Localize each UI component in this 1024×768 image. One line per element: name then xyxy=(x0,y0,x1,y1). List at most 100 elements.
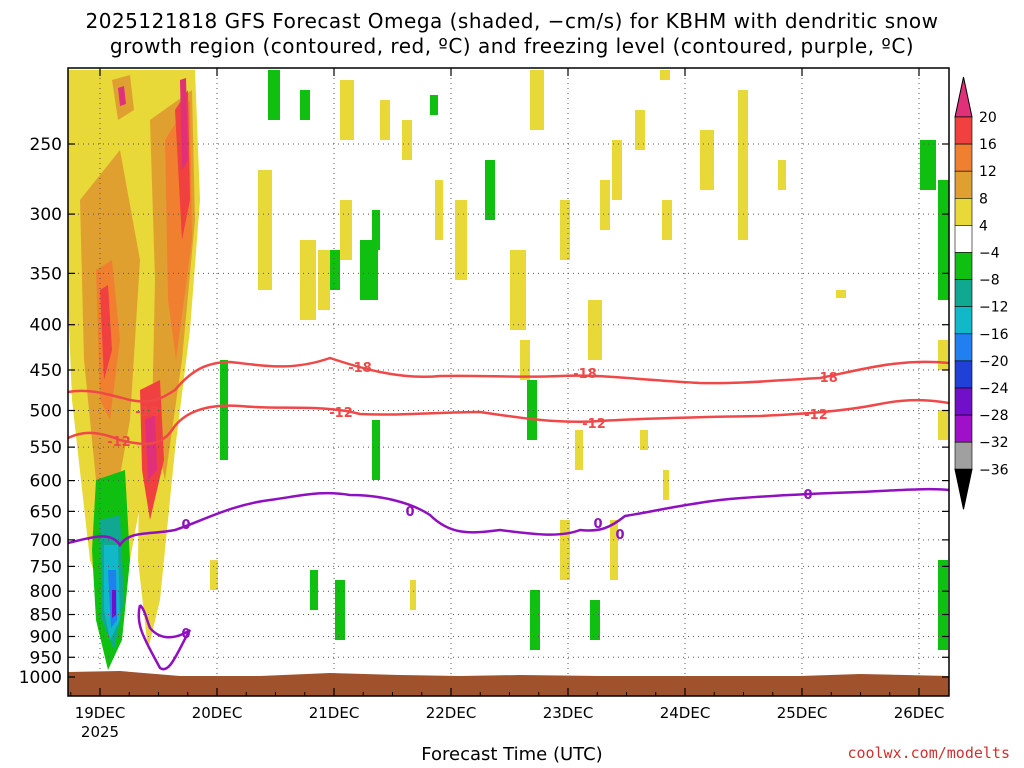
colorbar-swatch xyxy=(954,360,973,389)
x-tick-label: 19DEC xyxy=(75,704,126,722)
omega-shade xyxy=(938,180,949,300)
colorbar-tick-label: −12 xyxy=(979,300,1009,316)
contour-label-red: -18 xyxy=(135,405,159,420)
omega-shade xyxy=(402,120,412,160)
omega-shade xyxy=(663,470,669,500)
x-tick-sublabel: 2025 xyxy=(81,723,119,741)
omega-shade xyxy=(145,415,157,480)
omega-shade xyxy=(210,560,218,590)
credit-text: coolwx.com/modelts xyxy=(847,744,1010,762)
colorbar-tick-label: −4 xyxy=(979,246,1000,262)
colorbar-tick-label: 12 xyxy=(979,164,997,180)
contour-minus12 xyxy=(68,398,949,446)
colorbar-swatch xyxy=(954,252,973,280)
contour-label-purple: 0 xyxy=(615,528,624,543)
y-tick-label: 650 xyxy=(30,502,62,522)
y-tick-label: 1000 xyxy=(19,668,62,688)
colorbar-swatch xyxy=(954,333,973,362)
y-tick-label: 550 xyxy=(30,438,62,458)
omega-shade xyxy=(700,130,714,190)
omega-shade xyxy=(180,78,188,170)
omega-shade xyxy=(530,70,544,130)
omega-shade xyxy=(660,70,670,80)
y-tick-label: 250 xyxy=(30,135,62,155)
colorbar-tick-label: −28 xyxy=(979,408,1009,424)
omega-shade xyxy=(112,590,116,618)
colorbar-top-arrow xyxy=(954,76,973,118)
omega-shade xyxy=(938,560,948,650)
x-tick-label: 25DEC xyxy=(777,704,828,722)
contour-lines xyxy=(68,356,949,671)
colorbar-swatch xyxy=(954,306,973,335)
x-tick-label: 26DEC xyxy=(894,704,945,722)
y-tick-label: 750 xyxy=(30,557,62,577)
contour-label-red: -18 xyxy=(348,361,372,376)
y-tick-label: 600 xyxy=(30,472,62,492)
chart-title-line1: 2025121818 GFS Forecast Omega (shaded, −… xyxy=(85,9,939,33)
colorbar-swatch xyxy=(954,198,973,226)
contour-label-purple: 0 xyxy=(593,517,602,532)
omega-shade xyxy=(738,90,748,240)
chart-title-line2: growth region (contoured, red, ºC) and f… xyxy=(109,34,915,58)
colorbar-swatch xyxy=(954,143,973,172)
colorbar-tick-label: −16 xyxy=(979,327,1009,343)
omega-shade xyxy=(520,340,530,380)
plot-frame xyxy=(67,67,950,697)
omega-shade xyxy=(590,600,600,640)
x-tick-label: 22DEC xyxy=(426,704,477,722)
omega-shade xyxy=(372,420,380,480)
omega-shade xyxy=(510,250,526,330)
omega-shade xyxy=(836,290,846,298)
x-axis-label: Forecast Time (UTC) xyxy=(421,744,603,765)
axes: 2503003504004505005506006507007508008509… xyxy=(19,68,949,741)
y-tick-label: 850 xyxy=(30,606,62,626)
omega-shade xyxy=(435,180,443,240)
omega-shade xyxy=(530,590,540,650)
contour-label-red: -12 xyxy=(582,417,606,432)
y-tick-label: 400 xyxy=(30,316,62,336)
y-tick-label: 350 xyxy=(30,264,62,284)
contour-label-purple: 0 xyxy=(181,518,190,533)
colorbar-tick-label: −24 xyxy=(979,381,1009,397)
y-tick-label: 450 xyxy=(30,361,62,381)
omega-shade xyxy=(380,100,390,140)
contour-label-red: -12 xyxy=(804,408,828,423)
y-tick-label: 900 xyxy=(30,627,62,647)
colorbar-swatch xyxy=(954,170,973,199)
omega-shade xyxy=(268,70,280,120)
omega-shade xyxy=(612,140,622,200)
colorbar-swatch xyxy=(954,225,973,253)
colorbar: 20 16 12 8 4 −4 −8 −12 −16 −20 −24 −28 −32 −36 xyxy=(954,76,1009,510)
colorbar-swatch xyxy=(954,116,973,145)
x-tick-label: 21DEC xyxy=(309,704,360,722)
colorbar-bottom-arrow xyxy=(954,468,973,510)
contour-freezing-level xyxy=(68,487,949,548)
omega-shade xyxy=(938,410,948,440)
y-tick-label: 700 xyxy=(30,531,62,551)
omega-shading xyxy=(68,70,949,670)
contour-label-purple: 0 xyxy=(803,488,812,503)
colorbar-tick-label: −32 xyxy=(979,435,1009,451)
omega-shade xyxy=(920,140,936,190)
plot-area xyxy=(68,68,949,696)
omega-shade xyxy=(662,200,672,240)
omega-shade xyxy=(118,86,126,106)
omega-shade xyxy=(560,200,570,260)
omega-shade xyxy=(610,520,618,580)
omega-shade xyxy=(340,200,352,260)
colorbar-tick-label: 4 xyxy=(979,218,988,234)
y-tick-label: 300 xyxy=(30,205,62,225)
x-tick-label: 24DEC xyxy=(660,704,711,722)
colorbar-swatch xyxy=(954,441,973,470)
omega-shade xyxy=(318,250,330,310)
contour-label-purple: 0 xyxy=(181,627,190,642)
colorbar-tick-label: 8 xyxy=(979,191,988,207)
omega-shade xyxy=(640,430,648,450)
omega-shade xyxy=(600,180,610,230)
omega-shade xyxy=(300,90,310,120)
omega-shade xyxy=(258,170,272,290)
omega-shade xyxy=(485,160,495,220)
omega-shade xyxy=(340,80,354,140)
contour-label-red: -12 xyxy=(329,406,353,421)
